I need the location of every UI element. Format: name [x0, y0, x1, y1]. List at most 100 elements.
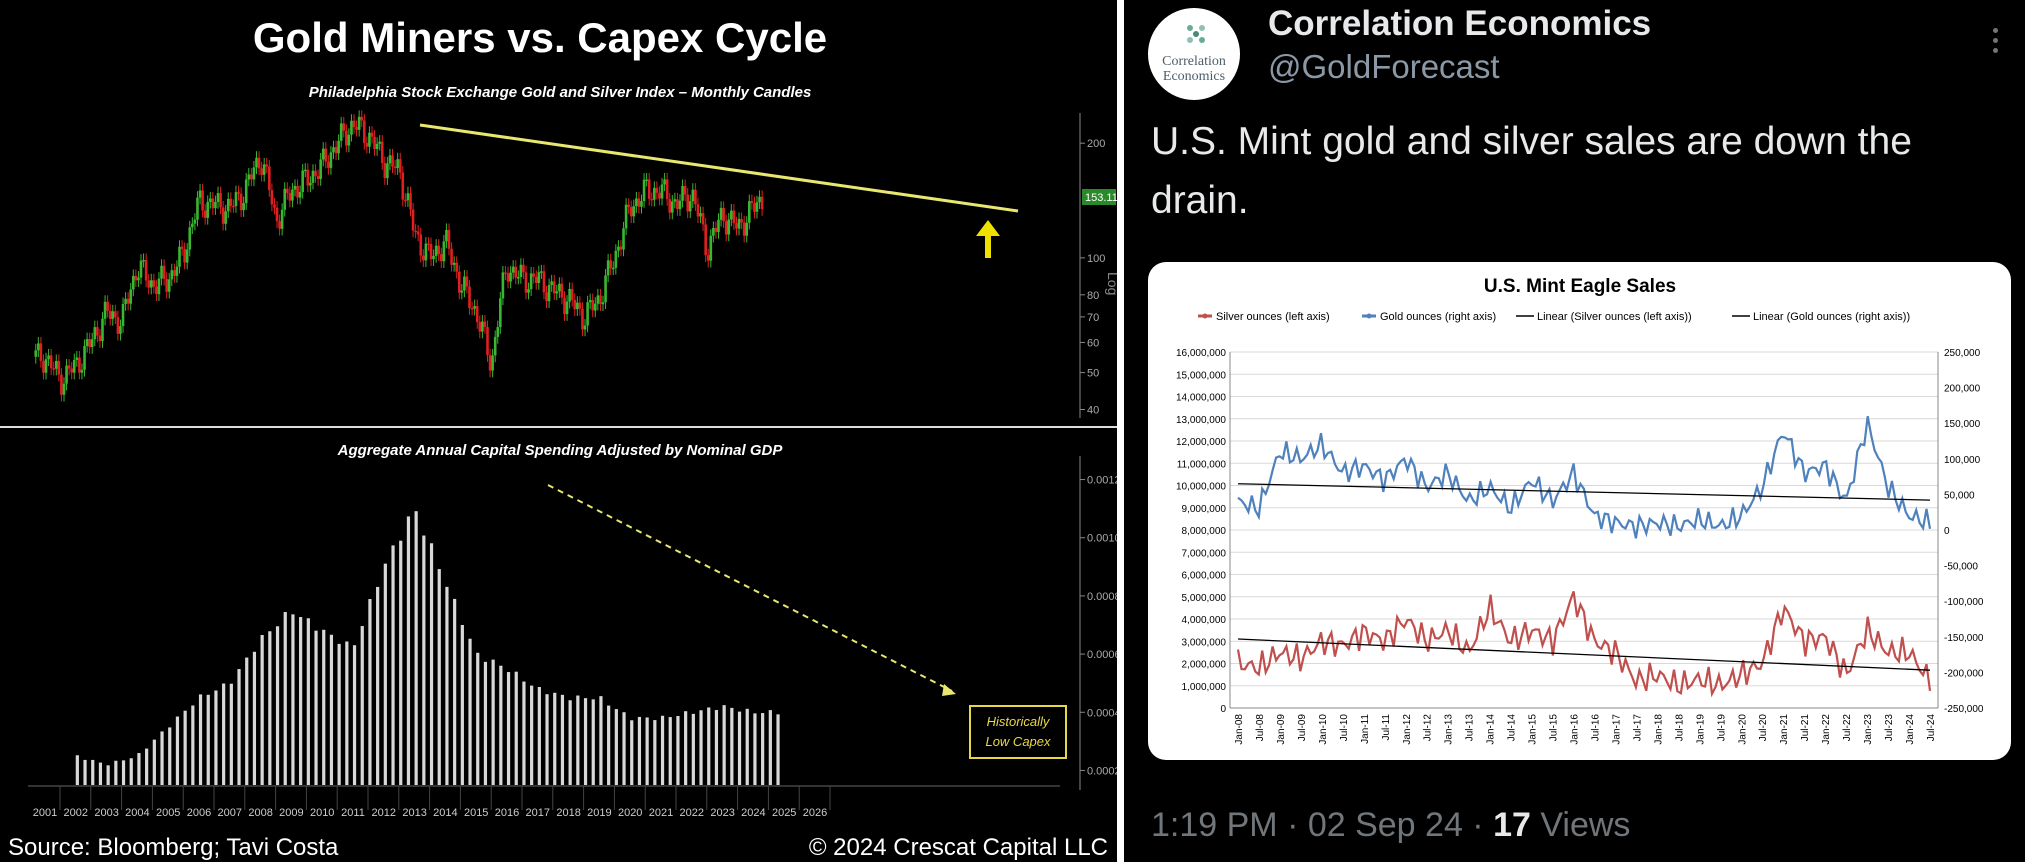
candle-body: [645, 179, 648, 181]
candle-body: [255, 157, 258, 168]
candle-body: [119, 326, 122, 334]
candle-body: [352, 120, 356, 128]
capex-bar: [206, 694, 210, 785]
candle-body: [686, 194, 689, 212]
candle-body: [270, 190, 274, 205]
candle-body: [175, 266, 179, 276]
x-tick-label: Jul-13: [1465, 714, 1476, 742]
candle-body: [116, 317, 120, 334]
candle-body: [185, 249, 189, 263]
candle-body: [524, 272, 528, 293]
right-tick-label: 100,000: [1944, 455, 1981, 466]
capex-bar: [114, 760, 118, 785]
author-handle[interactable]: @GoldForecast: [1268, 48, 1500, 85]
year-label: 2010: [310, 807, 334, 819]
capex-bar: [637, 716, 642, 785]
candle-body: [655, 187, 659, 193]
candle-body: [62, 383, 66, 395]
capex-bar: [483, 661, 488, 785]
year-label: 2025: [772, 807, 796, 819]
candle-body: [596, 295, 600, 304]
candle-body: [401, 172, 405, 200]
x-tick-label: Jul-22: [1842, 714, 1853, 742]
mint-x-axis: Jan-08 Jul-08 Jan-09 Jul-09 Jan-10 Jul-10 Jan-…: [1234, 714, 1937, 745]
mint-gridlines: [1229, 351, 1939, 709]
capex-bar: [129, 758, 133, 785]
candle-body: [593, 303, 597, 311]
tweet-time[interactable]: 1:19 PM · 02 Sep 24 ·: [1151, 806, 1494, 844]
candle-body: [691, 189, 695, 202]
candle-body: [219, 193, 222, 208]
capex-bars-group: [75, 511, 780, 785]
candle-body: [696, 204, 700, 217]
candle-body: [139, 260, 143, 278]
candle-body: [111, 311, 115, 319]
candle-body: [285, 188, 289, 193]
candle-body: [527, 289, 530, 293]
candle-body: [350, 120, 353, 135]
candle-body: [468, 286, 471, 309]
candle-body: [329, 152, 333, 168]
candle-body: [165, 278, 168, 292]
candle-body: [742, 222, 746, 236]
capex-bar: [360, 626, 364, 785]
year-label: 2011: [341, 807, 365, 819]
capex-bar: [291, 614, 295, 785]
capex-bar: [222, 683, 226, 785]
left-tick-label: 15,000,000: [1176, 370, 1226, 381]
candle-body: [180, 246, 184, 250]
candle-body: [683, 185, 687, 195]
more-options-icon[interactable]: [1990, 28, 2000, 68]
candle-body: [619, 246, 623, 250]
candle-body: [80, 369, 84, 373]
candle-body: [178, 246, 181, 267]
candle-body: [488, 355, 492, 371]
candle-body: [67, 365, 71, 369]
candle-body: [278, 221, 281, 229]
candle-body: [362, 120, 366, 144]
right-tick-label: 250,000: [1944, 348, 1981, 359]
x-tick-label: Jul-19: [1716, 714, 1727, 742]
right-tick-label: -100,000: [1944, 597, 1984, 608]
x-tick-label: Jan-19: [1695, 714, 1706, 745]
mint-sales-chart: U.S. Mint Eagle Sales Silver ounces (lef…: [1176, 276, 1984, 745]
candle-body: [393, 166, 397, 169]
capex-bar: [437, 569, 441, 785]
author-name[interactable]: Correlation Economics: [1268, 4, 1652, 43]
candle-body: [586, 302, 589, 326]
candle-body: [514, 266, 518, 278]
candle-body: [234, 192, 238, 207]
candle-body: [758, 196, 761, 203]
tweet-image[interactable]: U.S. Mint Eagle Sales Silver ounces (lef…: [1148, 262, 2011, 760]
candle-body: [427, 243, 430, 246]
left-tick-label: 2,000,000: [1182, 660, 1227, 671]
capex-bar: [322, 629, 326, 785]
capex-bar: [75, 755, 79, 785]
x-tick-label: Jul-08: [1255, 714, 1266, 742]
x-tick-label: Jan-17: [1611, 714, 1622, 745]
year-label: 2012: [372, 807, 396, 819]
candle-body: [280, 209, 284, 229]
capex-bar: [229, 683, 233, 785]
x-tick-label: Jan-22: [1821, 714, 1832, 745]
legend-silver: Silver ounces (left axis): [1216, 311, 1330, 323]
candle-body: [650, 198, 654, 201]
candle-body: [678, 200, 682, 210]
candle-body: [396, 159, 399, 169]
candle-body: [547, 285, 551, 302]
candle-body: [247, 174, 251, 180]
candle-body: [242, 203, 245, 211]
avatar[interactable]: Correlation Economics: [1148, 8, 1240, 100]
candle-body: [406, 193, 410, 201]
candle-body: [203, 210, 207, 218]
last-price-label: 153.11: [1085, 192, 1117, 204]
up-arrow-icon: [976, 220, 1000, 258]
candle-body: [581, 308, 584, 330]
candle-body: [72, 360, 76, 373]
year-label: 2001: [33, 807, 57, 819]
candle-body: [237, 192, 240, 194]
capex-bar: [737, 711, 742, 785]
year-label: 2015: [464, 807, 488, 819]
capex-bar: [714, 710, 719, 785]
